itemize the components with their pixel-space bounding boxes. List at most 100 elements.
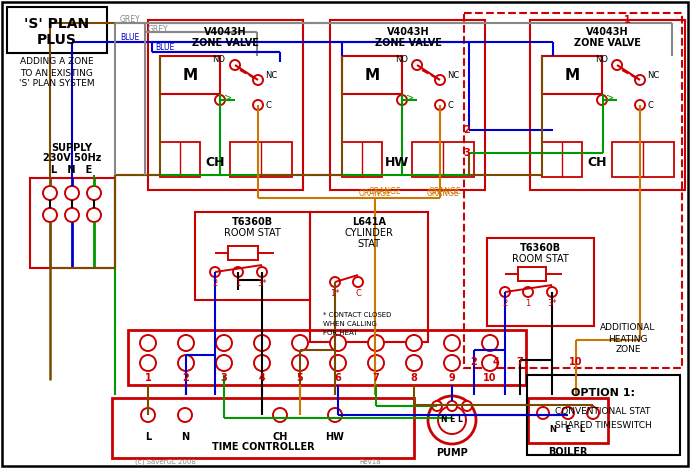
Circle shape xyxy=(482,355,498,371)
Circle shape xyxy=(635,100,645,110)
Text: ROOM STAT: ROOM STAT xyxy=(511,254,569,264)
Text: ADDING A ZONE: ADDING A ZONE xyxy=(20,58,94,66)
Circle shape xyxy=(254,335,270,351)
Text: C: C xyxy=(647,101,653,110)
Text: ADDITIONAL: ADDITIONAL xyxy=(600,323,655,332)
Text: N E L: N E L xyxy=(441,416,463,424)
Circle shape xyxy=(368,335,384,351)
Text: CYLINDER: CYLINDER xyxy=(344,228,393,238)
Circle shape xyxy=(438,406,466,434)
Text: 3: 3 xyxy=(464,148,471,158)
Text: 'S' PLAN SYSTEM: 'S' PLAN SYSTEM xyxy=(19,80,95,88)
Bar xyxy=(518,267,546,281)
Circle shape xyxy=(140,355,156,371)
Text: 3*: 3* xyxy=(547,299,557,307)
Text: 2: 2 xyxy=(464,125,471,135)
Circle shape xyxy=(537,407,549,419)
Text: N: N xyxy=(181,432,189,442)
Circle shape xyxy=(447,401,457,411)
Bar xyxy=(160,56,220,94)
Text: 7: 7 xyxy=(373,373,380,383)
Bar xyxy=(310,212,428,342)
Circle shape xyxy=(406,355,422,371)
Bar xyxy=(527,375,680,455)
Text: SUPPLY: SUPPLY xyxy=(52,143,92,153)
Circle shape xyxy=(87,186,101,200)
Circle shape xyxy=(65,186,79,200)
Text: CONVENTIONAL STAT: CONVENTIONAL STAT xyxy=(555,408,651,417)
Circle shape xyxy=(141,408,155,422)
Circle shape xyxy=(597,95,607,105)
Text: 10: 10 xyxy=(569,357,583,367)
Text: >: > xyxy=(606,92,614,102)
Bar xyxy=(342,142,382,177)
Bar xyxy=(330,20,485,190)
Text: ROOM STAT: ROOM STAT xyxy=(224,228,280,238)
Text: L: L xyxy=(145,432,151,442)
Text: 10: 10 xyxy=(483,373,497,383)
Text: NC: NC xyxy=(447,72,460,80)
Circle shape xyxy=(254,355,270,371)
Text: ORANGE: ORANGE xyxy=(426,189,460,197)
Text: 2: 2 xyxy=(183,373,189,383)
Circle shape xyxy=(253,75,263,85)
Circle shape xyxy=(482,335,498,351)
Text: HW: HW xyxy=(326,432,344,442)
Text: 4: 4 xyxy=(259,373,266,383)
Circle shape xyxy=(257,267,267,277)
Text: C: C xyxy=(355,288,361,298)
Circle shape xyxy=(435,100,445,110)
Text: 230V 50Hz: 230V 50Hz xyxy=(43,153,101,163)
Circle shape xyxy=(330,277,340,287)
Text: 1: 1 xyxy=(525,299,531,307)
Text: ORANGE: ORANGE xyxy=(368,188,402,197)
Circle shape xyxy=(562,407,574,419)
Circle shape xyxy=(428,396,476,444)
Text: TO AN EXISTING: TO AN EXISTING xyxy=(21,68,93,78)
Circle shape xyxy=(547,287,557,297)
Text: (c) SaverGL 2008: (c) SaverGL 2008 xyxy=(135,459,196,465)
Circle shape xyxy=(233,267,243,277)
Bar xyxy=(148,20,303,190)
Text: 3: 3 xyxy=(221,373,228,383)
Text: M: M xyxy=(182,67,197,82)
Text: 2: 2 xyxy=(213,278,217,287)
Text: WHEN CALLING: WHEN CALLING xyxy=(323,321,377,327)
Circle shape xyxy=(353,277,363,287)
Bar xyxy=(228,246,258,260)
Text: 1: 1 xyxy=(235,278,241,287)
Text: Rev1a: Rev1a xyxy=(359,459,381,465)
Text: 7: 7 xyxy=(517,357,524,367)
Circle shape xyxy=(87,208,101,222)
Text: 4: 4 xyxy=(493,357,500,367)
Circle shape xyxy=(65,208,79,222)
Text: NC: NC xyxy=(265,72,277,80)
Text: NC: NC xyxy=(647,72,659,80)
Text: ZONE: ZONE xyxy=(615,345,641,354)
Bar xyxy=(528,398,608,443)
Text: >: > xyxy=(406,92,414,102)
Text: ORANGE: ORANGE xyxy=(428,188,462,197)
Text: NO: NO xyxy=(395,56,408,65)
Bar xyxy=(128,330,526,385)
Text: CH: CH xyxy=(587,156,607,169)
Circle shape xyxy=(397,95,407,105)
Circle shape xyxy=(216,335,232,351)
Bar xyxy=(412,142,474,177)
Circle shape xyxy=(406,335,422,351)
Text: ORANGE: ORANGE xyxy=(359,189,391,197)
Bar xyxy=(612,142,674,177)
Circle shape xyxy=(178,335,194,351)
Text: GREY: GREY xyxy=(120,15,141,24)
Circle shape xyxy=(587,407,599,419)
Text: 2: 2 xyxy=(471,357,477,367)
Circle shape xyxy=(178,408,192,422)
Text: CH: CH xyxy=(273,432,288,442)
Circle shape xyxy=(523,287,533,297)
Text: 1: 1 xyxy=(145,373,151,383)
Text: C: C xyxy=(265,101,271,110)
Circle shape xyxy=(444,355,460,371)
Bar xyxy=(195,212,310,300)
Text: V4043H: V4043H xyxy=(204,27,246,37)
Circle shape xyxy=(368,355,384,371)
